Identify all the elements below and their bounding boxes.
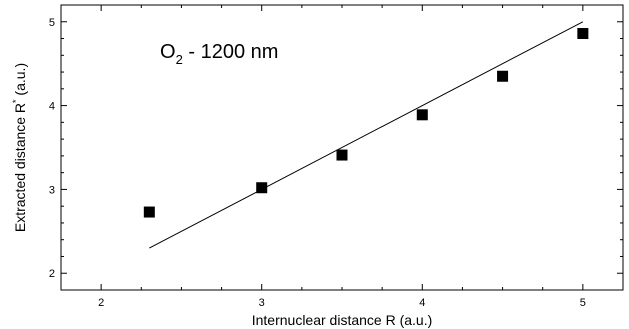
data-point [336,149,348,161]
series-layer [143,21,589,249]
y-tick-label: 3 [49,184,55,196]
y-tick-label: 4 [49,101,55,113]
y-axis-label: Extracted distance R* (a.u.) [11,63,28,232]
fit-line [149,21,584,249]
x-tick-label: 5 [580,297,586,309]
y-axis: 2 3 4 5 [49,4,623,291]
chart-annotation: O2 - 1200 nm [160,41,278,67]
data-point [577,28,589,39]
y-tick-label: 5 [49,17,55,29]
annotation-subscript: 2 [176,52,183,67]
x-axis: 2 3 4 5 [60,5,624,309]
x-tick-label: 3 [259,297,265,309]
x-tick-label: 2 [98,297,104,309]
data-point [256,182,268,194]
data-point [416,109,428,121]
x-axis-label: Internuclear distance R (a.u.) [252,312,433,328]
y-axis-label-superscript: * [11,99,21,103]
annotation-rest: - 1200 nm [183,41,279,63]
data-point [497,70,509,82]
data-point [143,206,155,218]
x-tick-label: 4 [419,297,425,309]
y-tick-label: 2 [49,268,55,280]
